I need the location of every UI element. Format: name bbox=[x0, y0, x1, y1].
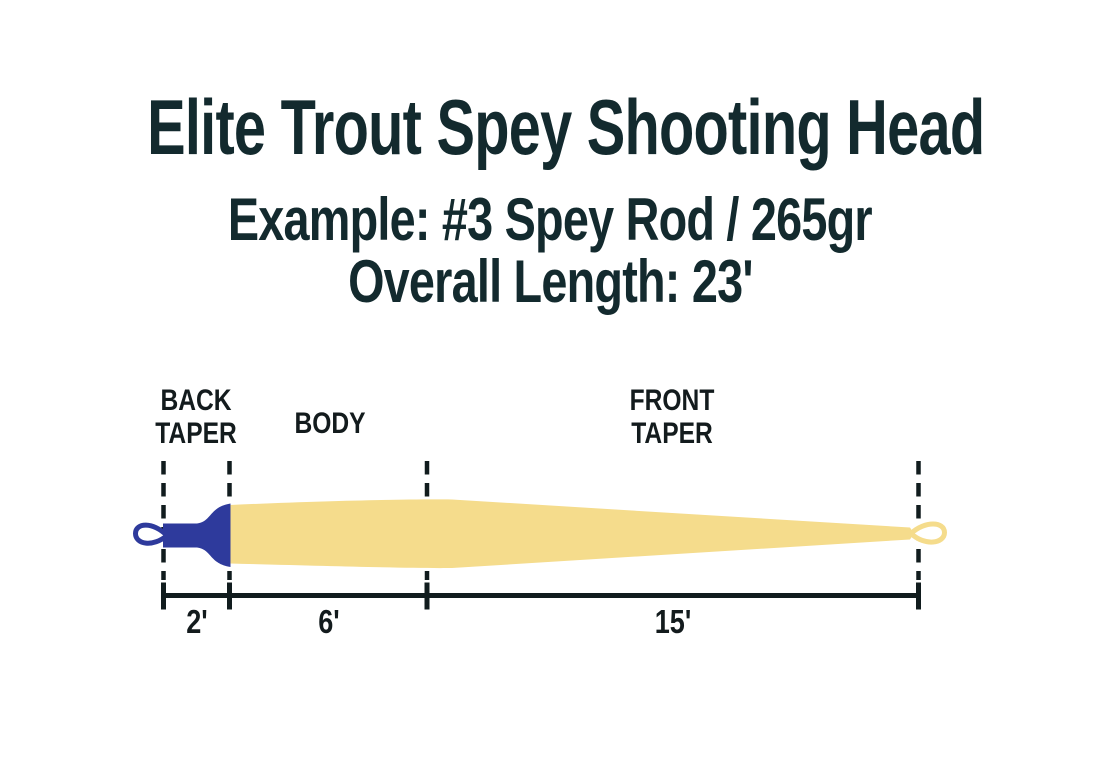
subtitle: Example: #3 Spey Rod / 265gr Overall Len… bbox=[0, 189, 1100, 313]
rear-loop-icon bbox=[132, 522, 171, 546]
section-label-back-taper-line2: TAPER bbox=[155, 417, 237, 450]
page-title: Elite Trout Spey Shooting Head bbox=[0, 88, 1100, 166]
page-title-text: Elite Trout Spey Shooting Head bbox=[147, 83, 985, 171]
length-label-front-taper: 15' bbox=[654, 603, 692, 640]
back-taper-shape bbox=[163, 503, 231, 567]
section-label-front-taper: FRONT TAPER bbox=[630, 384, 715, 450]
length-label-back-taper: 2' bbox=[186, 603, 208, 640]
subtitle-line-2: Overall Length: 23' bbox=[347, 248, 753, 315]
body-front-taper-shape bbox=[230, 499, 913, 569]
front-loop-icon bbox=[907, 521, 948, 545]
section-label-body-line1: BODY bbox=[294, 407, 366, 440]
section-label-back-taper: BACK TAPER bbox=[155, 384, 237, 450]
section-label-body: BODY bbox=[294, 407, 365, 440]
subtitle-line-1: Example: #3 Spey Rod / 265gr bbox=[227, 186, 873, 253]
section-label-back-taper-line1: BACK bbox=[160, 384, 232, 417]
section-label-front-taper-line2: TAPER bbox=[631, 417, 713, 450]
length-label-body: 6' bbox=[318, 603, 340, 640]
section-label-front-taper-line1: FRONT bbox=[629, 384, 715, 417]
